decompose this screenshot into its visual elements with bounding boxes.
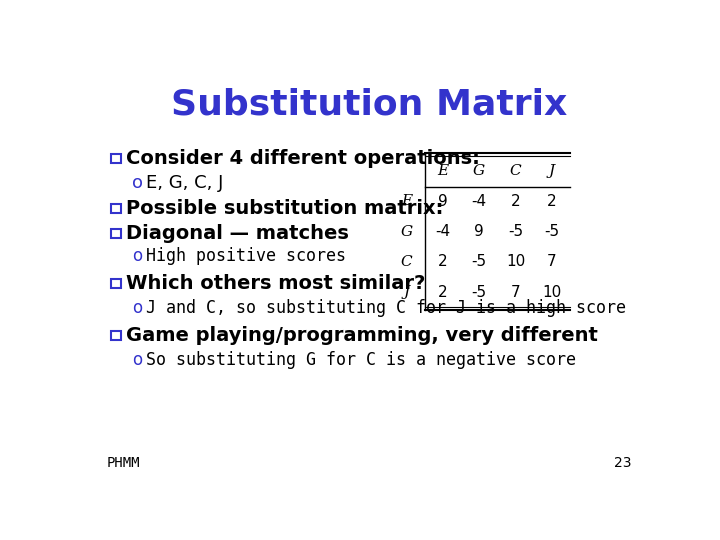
Bar bbox=[111, 204, 121, 213]
Text: 23: 23 bbox=[613, 456, 631, 470]
Text: 7: 7 bbox=[510, 285, 521, 300]
Text: -4: -4 bbox=[436, 224, 451, 239]
Text: Diagonal — matches: Diagonal — matches bbox=[126, 224, 349, 242]
Text: 9: 9 bbox=[438, 194, 448, 208]
Text: So substituting G for C is a negative score: So substituting G for C is a negative sc… bbox=[145, 351, 576, 369]
Text: o: o bbox=[132, 174, 143, 192]
Text: C: C bbox=[401, 255, 413, 269]
Text: o: o bbox=[132, 299, 142, 317]
Text: 2: 2 bbox=[547, 194, 557, 208]
Text: E: E bbox=[437, 164, 449, 178]
Text: Substitution Matrix: Substitution Matrix bbox=[171, 87, 567, 122]
Text: 2: 2 bbox=[438, 285, 448, 300]
Text: Game playing/programming, very different: Game playing/programming, very different bbox=[126, 326, 598, 345]
Text: G: G bbox=[473, 164, 485, 178]
Text: Which others most similar?: Which others most similar? bbox=[126, 274, 426, 293]
Bar bbox=[111, 279, 121, 288]
Bar bbox=[111, 154, 121, 163]
Text: -5: -5 bbox=[508, 224, 523, 239]
Text: C: C bbox=[510, 164, 521, 178]
Text: E: E bbox=[401, 194, 413, 208]
Text: -5: -5 bbox=[472, 285, 487, 300]
Text: o: o bbox=[132, 247, 142, 265]
Text: J: J bbox=[404, 285, 410, 299]
Text: 10: 10 bbox=[542, 285, 562, 300]
Text: -5: -5 bbox=[544, 224, 559, 239]
Text: o: o bbox=[132, 351, 142, 369]
Text: Consider 4 different operations:: Consider 4 different operations: bbox=[126, 149, 480, 168]
Bar bbox=[111, 229, 121, 238]
Text: J: J bbox=[549, 164, 555, 178]
Text: 2: 2 bbox=[438, 254, 448, 269]
Text: Possible substitution matrix:: Possible substitution matrix: bbox=[126, 199, 444, 218]
Text: 2: 2 bbox=[510, 194, 521, 208]
Text: G: G bbox=[400, 225, 413, 239]
Text: E, G, C, J: E, G, C, J bbox=[145, 174, 223, 192]
Text: 9: 9 bbox=[474, 224, 484, 239]
Text: -5: -5 bbox=[472, 254, 487, 269]
Text: J and C, so substituting C for J is a high score: J and C, so substituting C for J is a hi… bbox=[145, 299, 626, 317]
Bar bbox=[111, 331, 121, 340]
Text: 7: 7 bbox=[547, 254, 557, 269]
Text: High positive scores: High positive scores bbox=[145, 247, 346, 265]
Text: 10: 10 bbox=[506, 254, 525, 269]
Text: -4: -4 bbox=[472, 194, 487, 208]
Text: PHMM: PHMM bbox=[107, 456, 140, 470]
